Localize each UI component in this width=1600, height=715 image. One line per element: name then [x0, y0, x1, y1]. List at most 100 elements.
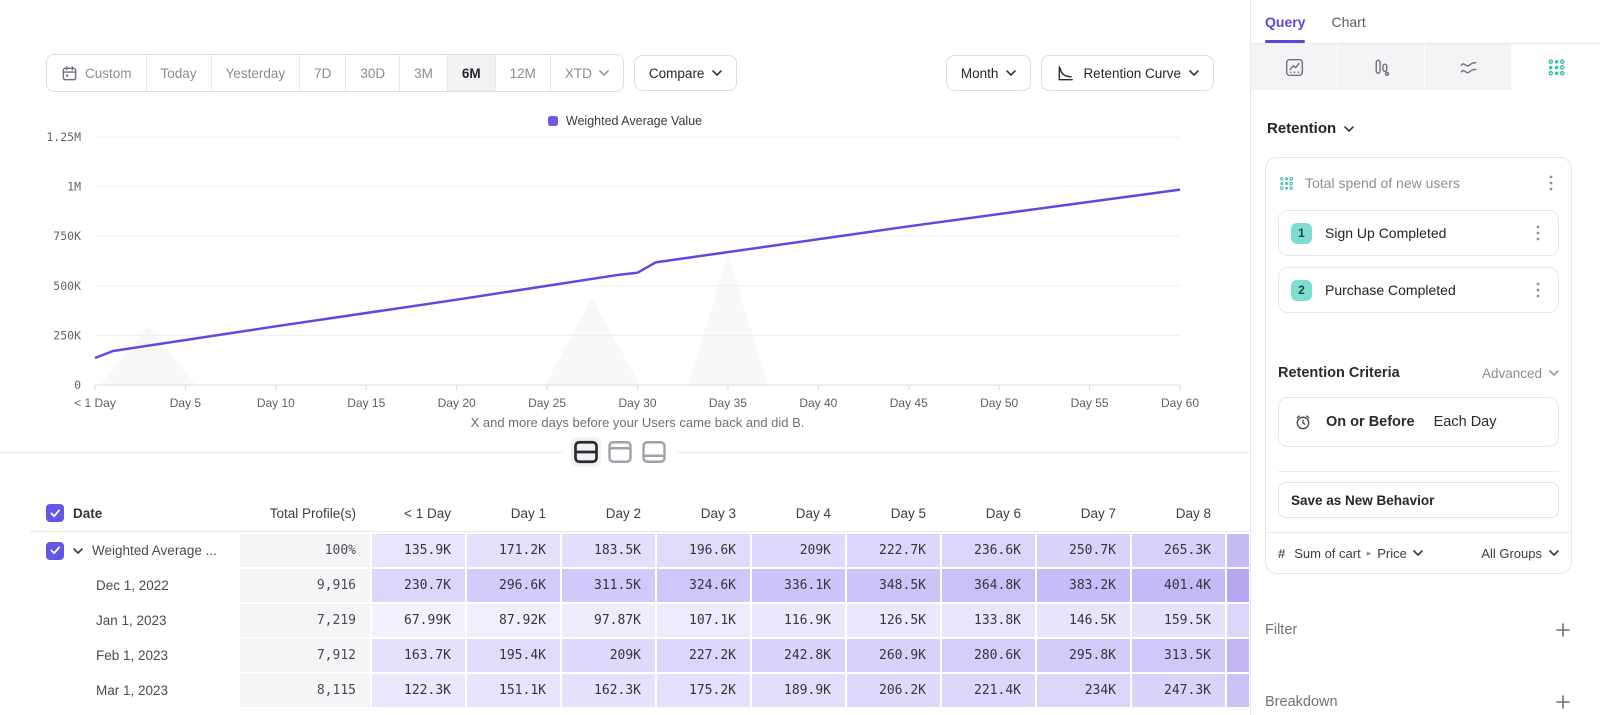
retention-cell[interactable]: 146.5K	[1037, 604, 1130, 637]
retention-line[interactable]	[95, 190, 1180, 358]
calendar-icon	[61, 65, 78, 82]
table-row: Mar 1, 20238,115122.3K151.1K162.3K175.2K…	[30, 674, 1249, 707]
retention-cell[interactable]: 242.8K	[752, 639, 845, 672]
retention-cell[interactable]: 209K	[752, 534, 845, 567]
flows-chart-icon[interactable]	[1425, 44, 1511, 90]
retention-cell[interactable]: 280.6K	[942, 639, 1035, 672]
compare-label: Compare	[649, 66, 705, 81]
retention-cell[interactable]: 122.3K	[372, 674, 465, 707]
retention-cell[interactable]: 348.5K	[847, 569, 940, 602]
view-table-only-button[interactable]	[639, 437, 669, 467]
retention-cell[interactable]: 250.7K	[1037, 534, 1130, 567]
chevron-down-icon	[1413, 550, 1423, 556]
retention-cell[interactable]: 260.9K	[847, 639, 940, 672]
retention-cell[interactable]: 116.9K	[752, 604, 845, 637]
tab-chart[interactable]: Chart	[1331, 0, 1365, 43]
retention-cell[interactable]: 196.6K	[657, 534, 750, 567]
retention-cell[interactable]: 107.1K	[657, 604, 750, 637]
retention-cell[interactable]: 209K	[562, 639, 655, 672]
retention-cell[interactable]: 336.1K	[752, 569, 845, 602]
step-menu-button[interactable]	[1530, 225, 1546, 241]
retention-cell[interactable]: 87.92K	[467, 604, 560, 637]
retention-cell[interactable]: 67.99K	[372, 604, 465, 637]
range-xtd[interactable]: XTD	[551, 55, 623, 91]
chart-type-dropdown[interactable]: Retention Curve	[1041, 55, 1214, 91]
retention-cell[interactable]: 151.1K	[467, 674, 560, 707]
chevron-down-icon	[712, 70, 722, 76]
expand-chevron-icon[interactable]	[73, 548, 83, 554]
range-custom[interactable]: Custom	[47, 55, 147, 91]
retention-cell[interactable]: 206.2K	[847, 674, 940, 707]
retention-cell[interactable]: 162.3K	[562, 674, 655, 707]
step-sign-up-completed[interactable]: 1 Sign Up Completed	[1278, 210, 1559, 256]
criteria-mode-dropdown[interactable]: Advanced	[1482, 366, 1559, 381]
retention-cell[interactable]: 183.5K	[562, 534, 655, 567]
granularity-dropdown[interactable]: Month	[946, 55, 1032, 91]
save-as-new-behavior-button[interactable]: Save as New Behavior	[1278, 482, 1559, 518]
retention-cell[interactable]: 195.4K	[467, 639, 560, 672]
retention-cell[interactable]: 135.9K	[372, 534, 465, 567]
tab-query[interactable]: Query	[1265, 0, 1305, 43]
range-today[interactable]: Today	[147, 55, 212, 91]
retention-cell[interactable]: 171.2K	[467, 534, 560, 567]
row-label[interactable]: Mar 1, 2023	[96, 683, 168, 698]
retention-cell[interactable]: 189.9K	[752, 674, 845, 707]
retention-cell[interactable]: 383.2K	[1037, 569, 1130, 602]
retention-cell[interactable]: 234K	[1037, 674, 1130, 707]
view-split-button[interactable]	[571, 437, 601, 467]
step-purchase-completed[interactable]: 2 Purchase Completed	[1278, 267, 1559, 313]
retention-cell[interactable]: 222.7K	[847, 534, 940, 567]
compare-button[interactable]: Compare	[634, 55, 738, 91]
retention-cell[interactable]: 401.4K	[1132, 569, 1225, 602]
retention-cell[interactable]: 175.2K	[657, 674, 750, 707]
funnels-chart-icon[interactable]	[1338, 44, 1424, 90]
range-12m[interactable]: 12M	[496, 55, 551, 91]
measure-dropdown[interactable]: Sum of cart ▸ Price	[1294, 546, 1472, 561]
svg-text:0: 0	[74, 378, 81, 392]
row-label[interactable]: Feb 1, 2023	[96, 648, 168, 663]
row-checkbox[interactable]	[46, 542, 64, 560]
retention-chart-icon[interactable]	[1512, 44, 1600, 90]
view-chart-only-button[interactable]	[605, 437, 635, 467]
retention-cell[interactable]: 313.5K	[1132, 639, 1225, 672]
retention-section-dropdown[interactable]: Retention	[1267, 120, 1572, 137]
retention-cell[interactable]: 236.6K	[942, 534, 1035, 567]
add-breakdown-button[interactable]	[1554, 693, 1572, 711]
range-yesterday[interactable]: Yesterday	[212, 55, 301, 91]
add-filter-button[interactable]	[1554, 621, 1572, 639]
range-6m[interactable]: 6M	[448, 55, 496, 91]
retention-cell[interactable]: 159.5K	[1132, 604, 1225, 637]
chevron-down-icon	[599, 70, 609, 76]
retention-cell[interactable]: 265.3K	[1132, 534, 1225, 567]
behavior-menu-button[interactable]	[1543, 175, 1559, 191]
svg-text:Day 10: Day 10	[257, 396, 295, 410]
retention-cell[interactable]: 295.8K	[1037, 639, 1130, 672]
retention-cell[interactable]: 247.3K	[1132, 674, 1225, 707]
retention-cell[interactable]: 133.8K	[942, 604, 1035, 637]
retention-cell[interactable]: 324.6K	[657, 569, 750, 602]
overflow-cell	[1227, 639, 1249, 672]
retention-cell[interactable]: 97.87K	[562, 604, 655, 637]
range-30d[interactable]: 30D	[346, 55, 400, 91]
groups-dropdown[interactable]: All Groups	[1481, 546, 1559, 561]
retention-cell[interactable]: 364.8K	[942, 569, 1035, 602]
svg-text:Day 20: Day 20	[438, 396, 476, 410]
view-toggle-group	[563, 437, 677, 467]
criteria-condition-row[interactable]: On or Before Each Day	[1278, 397, 1559, 447]
step-menu-button[interactable]	[1530, 282, 1546, 298]
range-3m[interactable]: 3M	[400, 55, 448, 91]
retention-cell[interactable]: 227.2K	[657, 639, 750, 672]
retention-cell[interactable]: 126.5K	[847, 604, 940, 637]
row-label[interactable]: Dec 1, 2022	[96, 578, 169, 593]
row-label[interactable]: Weighted Average ...	[92, 543, 217, 558]
retention-cell[interactable]: 311.5K	[562, 569, 655, 602]
retention-curve-icon	[1056, 64, 1075, 83]
range-7d[interactable]: 7D	[300, 55, 346, 91]
retention-cell[interactable]: 221.4K	[942, 674, 1035, 707]
row-label[interactable]: Jan 1, 2023	[96, 613, 167, 628]
select-all-checkbox[interactable]	[46, 504, 64, 522]
retention-cell[interactable]: 296.6K	[467, 569, 560, 602]
retention-cell[interactable]: 163.7K	[372, 639, 465, 672]
retention-cell[interactable]: 230.7K	[372, 569, 465, 602]
insights-chart-icon[interactable]	[1251, 44, 1337, 90]
